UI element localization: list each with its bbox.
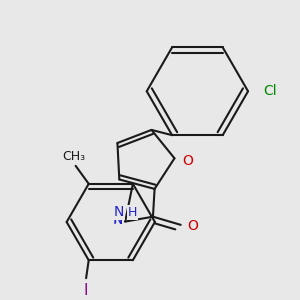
Text: Cl: Cl — [263, 84, 276, 98]
Text: CH₃: CH₃ — [62, 150, 86, 163]
Text: N: N — [113, 205, 124, 219]
Text: O: O — [183, 154, 194, 168]
Text: N: N — [112, 213, 123, 227]
Text: I: I — [84, 283, 88, 298]
Text: H: H — [128, 206, 137, 219]
Text: O: O — [187, 220, 198, 233]
Text: H: H — [114, 215, 123, 225]
